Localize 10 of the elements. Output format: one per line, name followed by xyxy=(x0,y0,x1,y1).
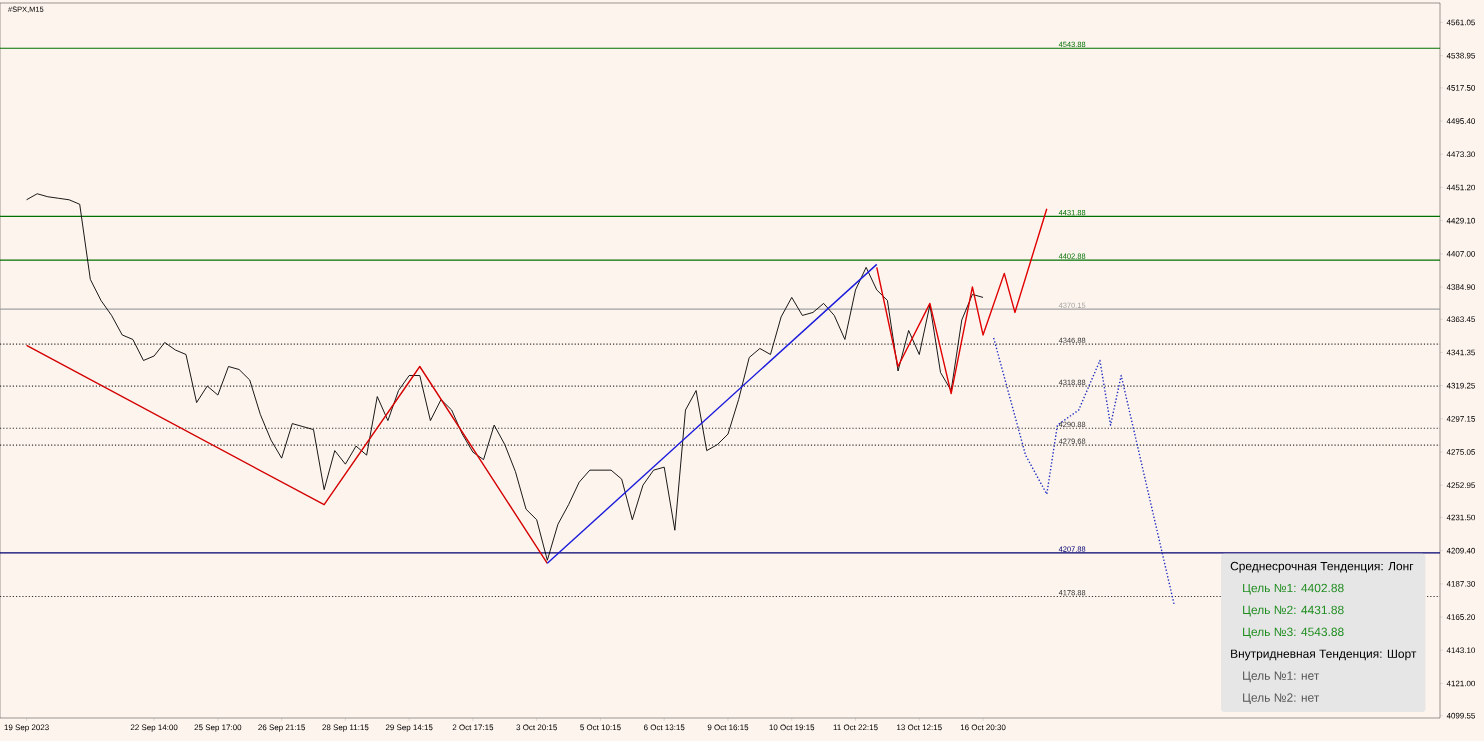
annotation: Цель №3: 4543.88 xyxy=(1243,627,1344,639)
line-series xyxy=(992,337,1176,607)
line-series xyxy=(25,344,549,564)
annotation: Внутридневная Тенденция: Шорт xyxy=(1231,649,1417,661)
annotation: Среднесрочная Тенденция: Лонг xyxy=(1230,561,1414,573)
annotation: Цель №2: 4431.88 xyxy=(1243,605,1344,617)
annotation: Цель №1: 4402.88 xyxy=(1243,583,1344,595)
line-series xyxy=(876,208,1048,395)
annotation: Цель №2: нет xyxy=(1243,693,1320,705)
annotation: Цель №1: нет xyxy=(1243,671,1320,683)
